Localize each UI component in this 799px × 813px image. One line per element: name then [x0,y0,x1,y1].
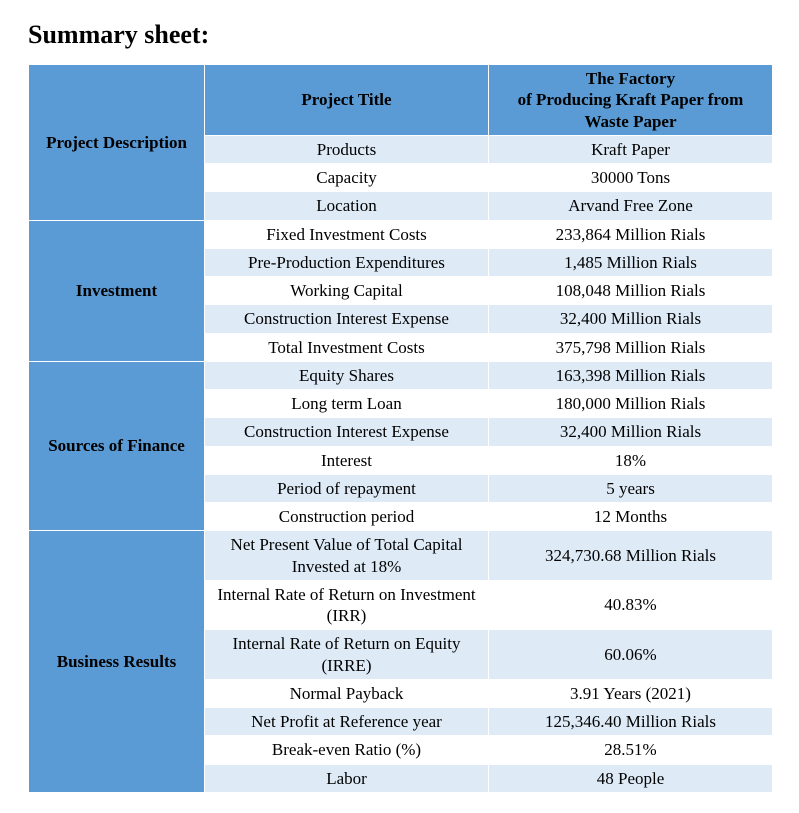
row-value: The Factoryof Producing Kraft Paper from… [489,65,773,136]
row-value: 18% [489,446,773,474]
row-label: Equity Shares [205,361,489,389]
row-value: 324,730.68 Million Rials [489,531,773,581]
table-row: Business ResultsNet Present Value of Tot… [29,531,773,581]
row-label: Interest [205,446,489,474]
row-label: Construction Interest Expense [205,305,489,333]
row-value: 28.51% [489,736,773,764]
table-row: InvestmentFixed Investment Costs233,864 … [29,220,773,248]
table-row: Project DescriptionProject TitleThe Fact… [29,65,773,136]
row-label: Internal Rate of Return on Investment (I… [205,580,489,630]
row-label: Normal Payback [205,679,489,707]
row-value: 1,485 Million Rials [489,248,773,276]
row-value: 108,048 Million Rials [489,277,773,305]
section-header: Investment [29,220,205,361]
row-value: Kraft Paper [489,135,773,163]
row-label: Capacity [205,164,489,192]
section-header: Business Results [29,531,205,793]
row-value: 48 People [489,764,773,792]
row-value: 32,400 Million Rials [489,418,773,446]
page-title: Summary sheet: [28,20,771,50]
row-value: 125,346.40 Million Rials [489,708,773,736]
section-header: Sources of Finance [29,361,205,531]
row-label: Location [205,192,489,220]
row-label: Total Investment Costs [205,333,489,361]
row-value: Arvand Free Zone [489,192,773,220]
row-label: Internal Rate of Return on Equity (IRRE) [205,630,489,680]
row-label: Construction Interest Expense [205,418,489,446]
row-value: 32,400 Million Rials [489,305,773,333]
row-label: Working Capital [205,277,489,305]
row-value: 40.83% [489,580,773,630]
row-label: Fixed Investment Costs [205,220,489,248]
table-row: Sources of FinanceEquity Shares163,398 M… [29,361,773,389]
row-label: Break-even Ratio (%) [205,736,489,764]
row-value: 163,398 Million Rials [489,361,773,389]
section-header: Project Description [29,65,205,221]
row-value: 5 years [489,474,773,502]
row-label: Pre-Production Expenditures [205,248,489,276]
row-value: 233,864 Million Rials [489,220,773,248]
row-label: Labor [205,764,489,792]
row-label: Net Profit at Reference year [205,708,489,736]
row-value: 3.91 Years (2021) [489,679,773,707]
summary-table: Project DescriptionProject TitleThe Fact… [28,64,773,793]
row-value: 375,798 Million Rials [489,333,773,361]
row-value: 60.06% [489,630,773,680]
row-value: 30000 Tons [489,164,773,192]
row-label: Construction period [205,503,489,531]
row-label: Products [205,135,489,163]
row-label: Net Present Value of Total Capital Inves… [205,531,489,581]
row-label: Period of repayment [205,474,489,502]
row-label: Project Title [205,65,489,136]
row-value: 12 Months [489,503,773,531]
row-label: Long term Loan [205,390,489,418]
row-value: 180,000 Million Rials [489,390,773,418]
